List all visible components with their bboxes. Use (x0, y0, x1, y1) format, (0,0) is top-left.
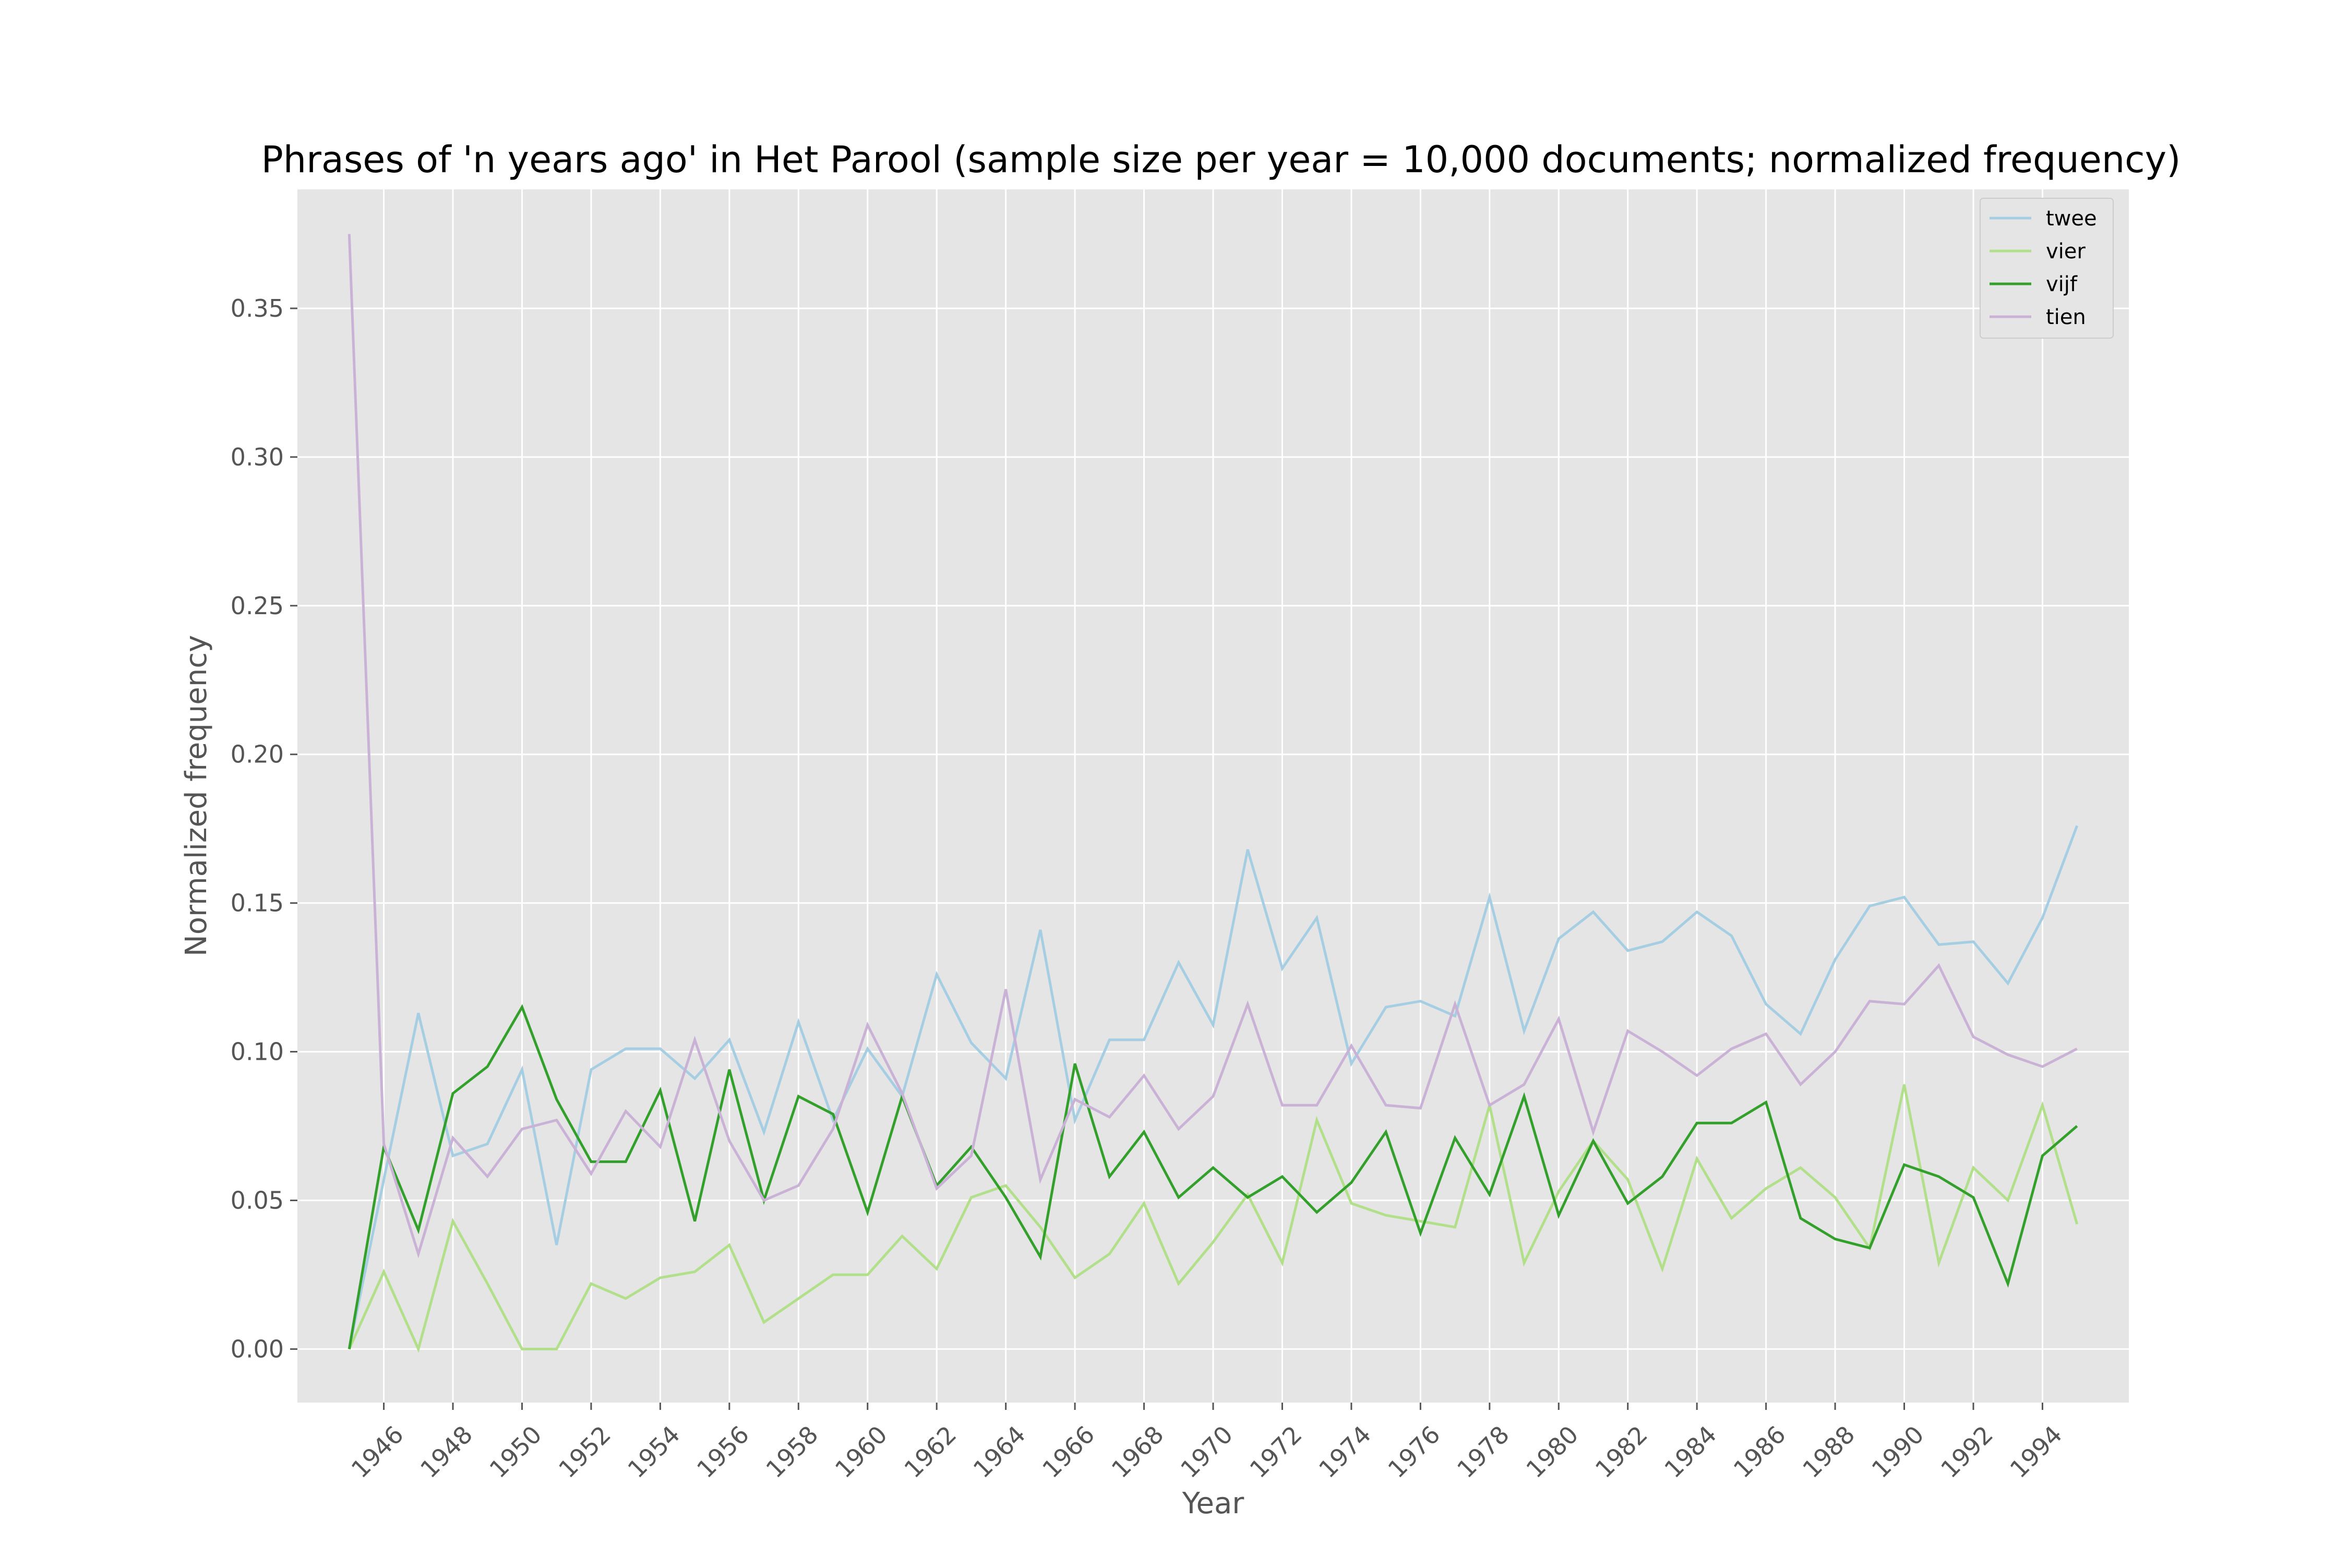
x-tick-label: 1962 (899, 1420, 962, 1483)
legend-label: vijf (2046, 272, 2078, 296)
x-tick-label: 1992 (1935, 1420, 1998, 1483)
x-tick-label: 1984 (1659, 1420, 1722, 1483)
grid-lines (297, 189, 2129, 1403)
x-tick-label: 1980 (1520, 1420, 1584, 1483)
x-tick-label: 1956 (691, 1420, 754, 1483)
y-tick-label: 0.05 (231, 1187, 284, 1215)
x-tick-label: 1952 (553, 1420, 616, 1483)
x-tick-label: 1978 (1452, 1420, 1515, 1483)
x-tick-label: 1988 (1797, 1420, 1860, 1483)
x-tick-label: 1968 (1106, 1420, 1169, 1483)
legend: twee vier vijf tien (1980, 198, 2114, 339)
y-tick-label: 0.35 (231, 294, 284, 322)
x-tick-label: 1954 (622, 1420, 686, 1483)
y-tick-label: 0.30 (231, 443, 284, 471)
x-tick-label: 1986 (1728, 1420, 1791, 1483)
x-tick-label: 1950 (484, 1420, 547, 1483)
series-line-tien (348, 234, 2078, 1259)
x-axis-ticks: 1946 1948 1950 1952 1954 1956 1958 1960 1962 1964… (346, 1403, 2068, 1483)
x-tick-label: 1960 (830, 1420, 893, 1483)
y-axis-ticks: 0.00 0.05 0.10 0.15 0.20 0.25 0.30 0.35 (231, 294, 297, 1363)
legend-label: twee (2046, 207, 2097, 231)
x-tick-label: 1990 (1866, 1420, 1930, 1483)
x-tick-label: 1972 (1244, 1420, 1308, 1483)
chart-title: Phrases of 'n years ago' in Het Parool (… (261, 138, 2181, 181)
x-tick-label: 1982 (1590, 1420, 1653, 1483)
y-tick-label: 0.25 (231, 592, 284, 620)
x-tick-label: 1948 (415, 1420, 478, 1483)
x-tick-label: 1970 (1175, 1420, 1238, 1483)
y-tick-label: 0.15 (231, 889, 284, 917)
x-tick-label: 1958 (760, 1420, 823, 1483)
legend-label: tien (2046, 305, 2086, 329)
y-tick-label: 0.20 (231, 740, 284, 769)
y-axis-label: Normalized frequency (179, 635, 213, 956)
series-lines (348, 234, 2079, 1353)
series-line-vijf (348, 1004, 2078, 1349)
x-tick-label: 1966 (1037, 1420, 1100, 1483)
x-tick-label: 1964 (968, 1420, 1031, 1483)
x-tick-label: 1976 (1382, 1420, 1445, 1483)
series-line-twee (348, 825, 2079, 1349)
x-tick-label: 1994 (2005, 1420, 2068, 1483)
y-tick-label: 0.10 (231, 1038, 284, 1066)
x-tick-label: 1946 (346, 1420, 409, 1483)
x-tick-label: 1974 (1313, 1420, 1376, 1483)
legend-label: vier (2046, 240, 2086, 264)
legend-box (1980, 198, 2114, 339)
x-axis-label: Year (1182, 1487, 1245, 1521)
series-line-vier (348, 1084, 2079, 1353)
y-tick-label: 0.00 (231, 1335, 284, 1363)
